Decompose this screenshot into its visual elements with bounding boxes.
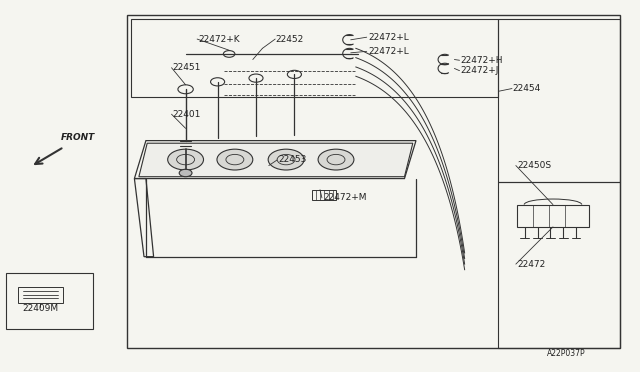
Bar [312,190,336,200]
Text: 22472+H: 22472+H [461,56,503,65]
Bar [6,273,93,329]
Text: 22472+J: 22472+J [461,66,499,75]
Circle shape [318,149,354,170]
Text: 22453: 22453 [278,155,307,164]
Text: 22472+L: 22472+L [368,33,409,42]
Text: FRONT: FRONT [61,133,95,142]
Bar [131,19,498,97]
Bar [498,182,620,348]
Text: 22450S: 22450S [517,161,551,170]
Polygon shape [139,143,413,177]
Text: 22454: 22454 [512,84,540,93]
Text: 22472+L: 22472+L [368,47,409,56]
Text: A22P037P: A22P037P [547,349,586,358]
Text: 22401: 22401 [173,110,201,119]
Text: 22472+M: 22472+M [323,193,367,202]
Text: 22409M: 22409M [22,304,58,312]
Bar [127,15,620,348]
Bar [517,205,589,227]
Circle shape [268,149,304,170]
Bar [498,19,620,182]
Circle shape [217,149,253,170]
Text: 22451: 22451 [173,63,201,72]
Text: 22472+K: 22472+K [198,35,240,44]
Text: 22452: 22452 [275,35,303,44]
Bar [18,287,63,303]
Circle shape [168,149,204,170]
Circle shape [179,169,192,177]
Text: 22472: 22472 [517,260,545,269]
